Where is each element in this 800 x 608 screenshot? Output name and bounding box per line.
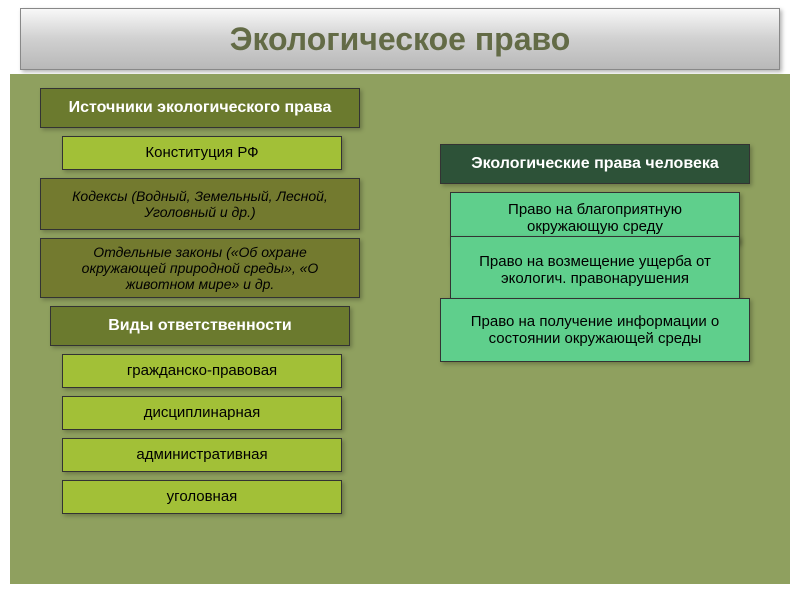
left-column: Источники экологического права Конституц… [40, 88, 360, 522]
sources-header: Источники экологического права [40, 88, 360, 128]
right-compensation: Право на возмещение ущерба от экологич. … [450, 236, 740, 304]
right-column: Экологические права человека Право на бл… [440, 144, 750, 370]
source-item-laws: Отдельные законы («Об охране окружающей … [40, 238, 360, 298]
main-panel: Источники экологического права Конституц… [10, 74, 790, 584]
liability-disciplinary: дисциплинарная [62, 396, 342, 430]
source-item-codes: Кодексы (Водный, Земельный, Лесной, Угол… [40, 178, 360, 230]
liability-criminal: уголовная [62, 480, 342, 514]
page-title: Экологическое право [230, 21, 571, 58]
title-banner: Экологическое право [20, 8, 780, 70]
rights-stack: Право на благоприятную окружающую среду … [440, 192, 750, 362]
right-information: Право на получение инфор­мации о состоян… [440, 298, 750, 362]
rights-header: Экологические права человека [440, 144, 750, 184]
liability-administrative: административная [62, 438, 342, 472]
liability-civil: гражданско-правовая [62, 354, 342, 388]
source-item-constitution: Конституция РФ [62, 136, 342, 170]
liability-header: Виды ответственности [50, 306, 350, 346]
